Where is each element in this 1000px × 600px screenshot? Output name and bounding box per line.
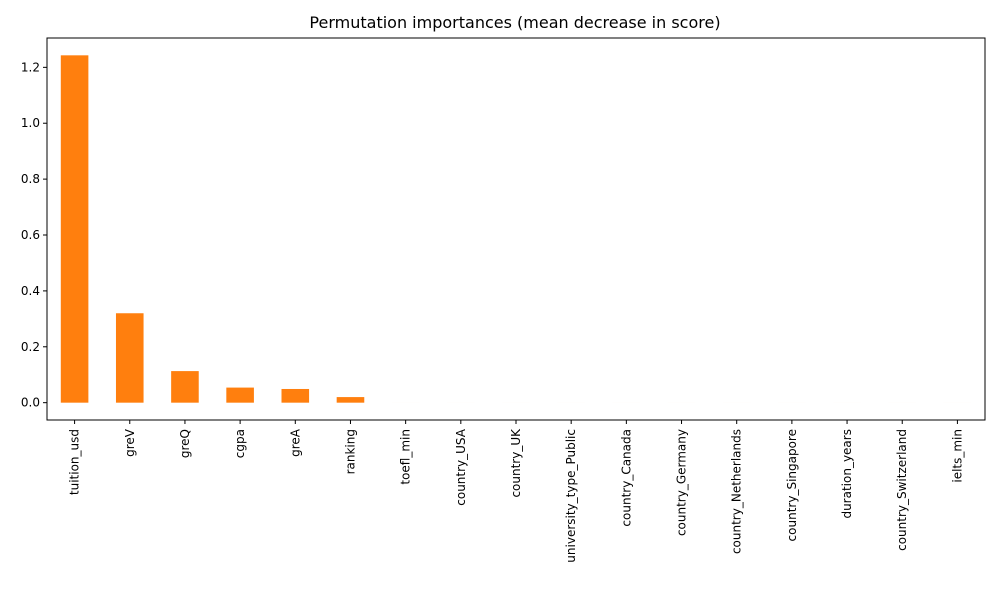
bar-ranking — [336, 397, 365, 403]
x-tick-label: university_type_Public — [564, 429, 578, 563]
x-tick-label: country_Netherlands — [730, 429, 744, 554]
x-tick-label: toefl_min — [399, 429, 413, 485]
y-tick-label: 1.2 — [21, 60, 40, 74]
x-tick-label: country_Canada — [619, 429, 633, 527]
bar-cgpa — [226, 387, 254, 403]
x-tick-label: cgpa — [233, 429, 247, 458]
bar-greV — [115, 313, 144, 403]
plot-frame — [46, 37, 986, 421]
x-tick-label: ielts_min — [950, 429, 964, 483]
bar-greA — [281, 388, 310, 403]
x-tick-label: country_UK — [509, 428, 523, 498]
x-tick-label: duration_years — [840, 429, 854, 519]
y-tick-label: 1.0 — [21, 116, 40, 130]
y-tick-label: 0.8 — [21, 172, 40, 186]
x-tick-label: greQ — [178, 429, 192, 458]
bar-greQ — [171, 371, 199, 403]
y-tick-label: 0.2 — [21, 340, 40, 354]
x-tick-label: country_Switzerland — [895, 429, 909, 551]
x-tick-label: country_Germany — [675, 429, 689, 536]
chart-title: Permutation importances (mean decrease i… — [309, 13, 720, 32]
x-tick-label: greA — [288, 428, 302, 457]
x-tick-label: ranking — [343, 429, 357, 474]
y-tick-label: 0.4 — [21, 284, 40, 298]
x-tick-label: greV — [123, 428, 137, 457]
y-axis: 0.0 0.2 0.4 0.6 0.8 1.0 1.2 — [21, 60, 47, 410]
x-axis: tuition_usd greV greQ cgpa greA ranking toefl_… — [68, 420, 964, 563]
x-tick-label: tuition_usd — [68, 429, 82, 495]
bar-tuition_usd — [60, 55, 89, 403]
x-tick-label: country_USA — [454, 428, 468, 506]
x-tick-label: country_Singapore — [785, 429, 799, 541]
y-tick-label: 0.6 — [21, 228, 40, 242]
y-tick-label: 0.0 — [21, 396, 40, 410]
bars-group — [60, 55, 972, 403]
